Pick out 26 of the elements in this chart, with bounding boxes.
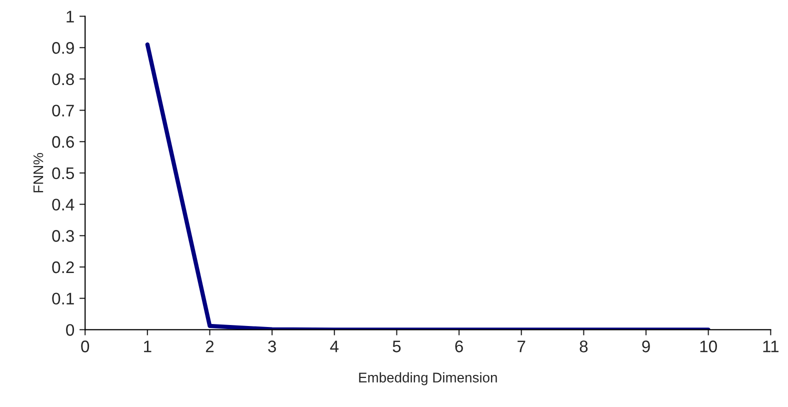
x-tick-label: 10	[700, 340, 717, 352]
x-tick-label: 1	[144, 340, 152, 352]
y-tick-label: 0.1	[52, 292, 74, 305]
y-axis-title: FNN%	[33, 153, 44, 192]
y-tick-label: 0.5	[52, 167, 74, 180]
x-tick-label: 0	[81, 340, 90, 352]
x-tick-label: 4	[330, 340, 339, 352]
x-tick-label: 2	[206, 340, 214, 352]
x-tick-label: 3	[268, 340, 276, 352]
y-tick-label: 0.9	[52, 42, 74, 54]
y-tick-label: 0.8	[52, 73, 74, 86]
x-tick-label: 8	[580, 340, 588, 352]
y-tick-label: 0.7	[52, 104, 74, 116]
y-tick-label: 0.2	[52, 261, 74, 274]
x-axis-title: Embedding Dimension	[359, 372, 497, 386]
x-tick-label: 9	[642, 340, 650, 352]
x-tick-label: 5	[392, 340, 401, 352]
y-tick-label: 0.4	[52, 198, 74, 211]
x-tick-label: 7	[518, 340, 526, 352]
y-tick-label: 0.6	[52, 136, 74, 148]
x-tick-label: 6	[455, 340, 463, 352]
line-series	[145, 42, 710, 330]
x-tick-label: 11	[763, 340, 779, 352]
y-tick-label: 0.3	[52, 230, 74, 242]
y-tick-label: 1	[66, 10, 74, 22]
y-tick-label: 0	[66, 324, 74, 336]
